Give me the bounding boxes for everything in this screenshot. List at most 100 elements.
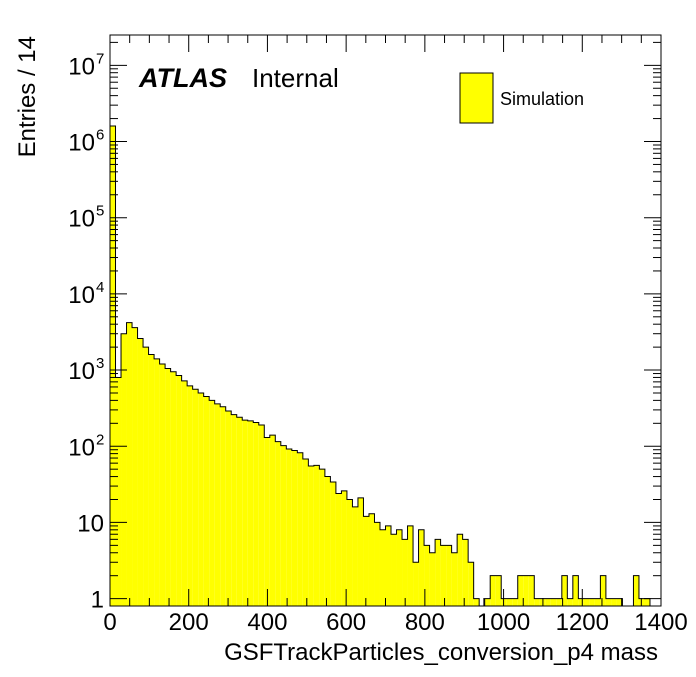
histogram-bar: [148, 354, 155, 606]
histogram-bar: [231, 414, 237, 606]
histogram-bar: [198, 392, 204, 606]
histogram-bar: [363, 516, 369, 606]
histogram-bar: [291, 450, 298, 606]
histogram-bar: [170, 371, 177, 606]
legend-swatch: [459, 72, 494, 124]
legend: Simulation: [459, 72, 584, 124]
histogram-bar: [633, 575, 639, 606]
histogram-bar: [341, 490, 347, 606]
y-tick-label-exponent: 3: [96, 355, 104, 372]
histogram-bar: [176, 375, 182, 606]
histogram-bar: [192, 389, 199, 606]
histogram-bar: [110, 125, 116, 606]
histogram-bar: [484, 598, 491, 606]
y-tick-label: 1: [91, 587, 104, 614]
histogram-bar: [225, 411, 232, 606]
legend-entry-simulation: Simulation: [500, 89, 584, 109]
histogram-bar: [253, 422, 259, 606]
histogram-bar: [611, 598, 617, 606]
y-axis-label: Entries / 14: [14, 36, 41, 157]
histogram-bar: [490, 575, 496, 606]
histogram-bar: [473, 598, 480, 606]
internal-label: Internal: [252, 63, 339, 93]
histogram-bar: [572, 575, 579, 606]
atlas-label: ATLAS: [138, 63, 227, 93]
histogram-bar: [280, 445, 287, 606]
histogram-bar: [391, 534, 397, 606]
y-tick-label-base: 10: [68, 358, 95, 385]
histogram-bar: [165, 368, 171, 606]
histogram-bar: [132, 327, 138, 606]
x-tick-label: 600: [326, 609, 366, 636]
y-tick-label: 10 2: [68, 431, 104, 461]
histogram-bar: [335, 493, 342, 606]
histogram-bar: [236, 417, 243, 606]
histogram-bar: [556, 598, 562, 606]
histogram-bar: [220, 406, 226, 606]
y-tick-label-base: 10: [68, 130, 95, 157]
histogram-bar: [451, 552, 458, 606]
histogram-bar: [115, 377, 122, 606]
histogram-bar: [247, 420, 254, 606]
histogram-bar: [517, 575, 524, 606]
y-tick-label-exponent: 4: [96, 279, 104, 296]
histogram-bar: [258, 425, 265, 606]
histogram-bar: [385, 525, 392, 606]
histogram-bar: [137, 338, 144, 606]
histogram-bar: [550, 598, 557, 606]
histogram-bar: [589, 598, 595, 606]
y-tick-label-base: 10: [68, 206, 95, 233]
histogram-bar: [297, 452, 303, 606]
histogram-bar: [429, 552, 436, 606]
histogram-bar: [324, 476, 331, 606]
x-tick-label: 1000: [477, 609, 530, 636]
histogram-bar: [561, 575, 568, 606]
histogram-bar: [214, 403, 221, 606]
histogram-bar: [308, 466, 314, 606]
x-tick-label: 800: [405, 609, 445, 636]
histogram-bar: [495, 575, 502, 606]
histogram-bar: [286, 449, 292, 606]
histogram-bar: [616, 598, 623, 606]
histogram-bar: [600, 575, 606, 606]
x-tick-label: 400: [247, 609, 287, 636]
histogram-bar: [545, 598, 551, 606]
histogram-bar: [605, 598, 612, 606]
x-tick-label: 0: [103, 609, 116, 636]
y-tick-label-base: 10: [77, 510, 104, 537]
histogram-bar: [594, 598, 601, 606]
histogram-bar: [644, 598, 650, 606]
histogram-bar: [319, 469, 325, 606]
histogram-bar: [424, 545, 430, 606]
histogram-outline: [109, 125, 661, 607]
y-tick-label-exponent: 2: [96, 431, 104, 448]
histogram-bar: [462, 539, 469, 606]
y-tick-label-exponent: 6: [96, 127, 104, 144]
histogram-bar: [418, 529, 425, 606]
histogram-bars: [109, 125, 661, 607]
histogram-bar: [357, 497, 364, 606]
histogram-bar: [346, 499, 353, 606]
histogram-bar: [583, 598, 590, 606]
histogram-bar: [143, 347, 149, 606]
histogram-bar: [413, 562, 419, 606]
histogram-bar: [181, 380, 188, 606]
histogram-bar: [242, 420, 248, 606]
histogram-bar: [440, 545, 447, 606]
histogram-bar: [126, 322, 133, 606]
histogram-bar: [435, 539, 441, 606]
y-tick-label: 10 4: [68, 279, 104, 309]
histogram-bar: [528, 575, 535, 606]
histogram-bar: [187, 385, 193, 606]
y-tick-label-base: 10: [68, 434, 95, 461]
y-tick-label: 10 3: [68, 355, 104, 385]
histogram-bar: [209, 400, 215, 606]
histogram-bar: [534, 598, 540, 606]
histogram-bar: [523, 575, 529, 606]
histogram-bar: [374, 522, 380, 606]
histogram-bar: [506, 598, 513, 606]
histogram-bar: [402, 539, 408, 606]
y-tick-label: 10: [77, 510, 104, 537]
